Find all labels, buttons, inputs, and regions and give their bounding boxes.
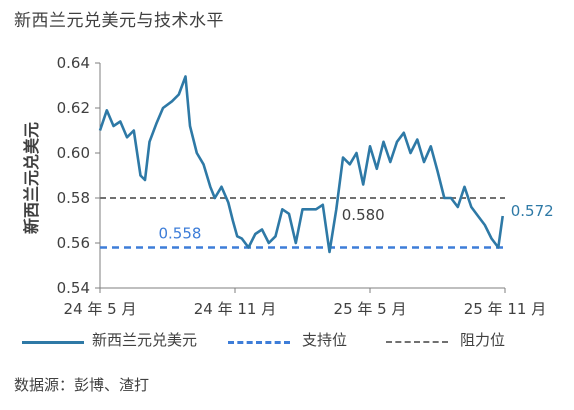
- legend: 新西兰元兑美元 支持位 阻力位: [14, 330, 554, 352]
- legend-swatch-resistance: [386, 341, 448, 343]
- series-layer: [98, 75, 504, 254]
- legend-item-fx: 新西兰元兑美元: [14, 330, 214, 352]
- fx-series-line: [98, 75, 504, 254]
- data-label: 0.558: [159, 225, 202, 243]
- axes: 0.54 0.56 0.58 0.60 0.62 0.64 24 年 5 月 24 年 11 …: [57, 54, 547, 318]
- legend-item-resistance: 阻力位: [386, 330, 546, 352]
- y-tick-label: 0.58: [57, 189, 90, 207]
- y-tick-label: 0.56: [57, 234, 90, 252]
- source-note: 数据源：彭博、渣打: [14, 376, 150, 394]
- reference-lines: [100, 197, 505, 249]
- x-tick-label: 24 年 5 月: [64, 300, 137, 318]
- chart-canvas: 0.54 0.56 0.58 0.60 0.62 0.64 24 年 5 月 24 年 11 …: [22, 54, 554, 318]
- legend-swatch-support: [228, 341, 290, 344]
- legend-label-support: 支持位: [302, 331, 348, 349]
- x-tick-label: 25 年 11 月: [464, 300, 546, 318]
- y-tick-label: 0.64: [57, 54, 90, 72]
- chart-title: 新西兰元兑美元与技术水平: [14, 11, 224, 31]
- y-axis-label: 新西兰元兑美元: [22, 122, 41, 234]
- annotations: 0.558 0.580 0.572: [159, 202, 554, 243]
- x-tick-label: 24 年 11 月: [194, 300, 276, 318]
- legend-label-fx: 新西兰元兑美元: [92, 331, 198, 349]
- legend-label-resistance: 阻力位: [460, 331, 506, 349]
- y-tick-label: 0.60: [57, 144, 90, 162]
- legend-swatch-fx: [22, 341, 84, 344]
- y-tick-label: 0.62: [57, 99, 90, 117]
- data-label: 0.572: [511, 202, 554, 220]
- legend-item-support: 支持位: [228, 330, 378, 352]
- data-label: 0.580: [342, 206, 385, 224]
- y-tick-label: 0.54: [57, 279, 90, 297]
- x-tick-label: 25 年 5 月: [334, 300, 407, 318]
